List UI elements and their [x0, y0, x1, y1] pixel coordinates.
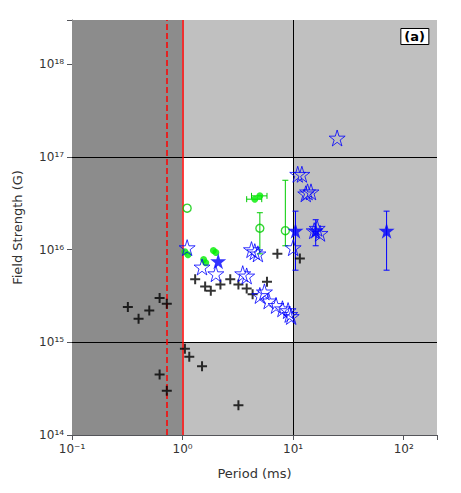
svg-text:10¹⁵: 10¹⁵ — [39, 335, 64, 349]
svg-text:10¹⁶: 10¹⁶ — [39, 243, 64, 257]
svg-text:10⁻¹: 10⁻¹ — [59, 442, 86, 456]
svg-text:10¹⁷: 10¹⁷ — [39, 150, 64, 164]
svg-text:10⁰: 10⁰ — [173, 442, 193, 456]
svg-text:Period (ms): Period (ms) — [217, 466, 291, 481]
svg-text:10²: 10² — [394, 442, 414, 456]
svg-text:Field Strength (G): Field Strength (G) — [10, 170, 25, 285]
svg-text:10¹⁴: 10¹⁴ — [39, 428, 64, 442]
svg-text:10¹: 10¹ — [283, 442, 303, 456]
svg-text:10¹⁸: 10¹⁸ — [39, 57, 64, 71]
svg-text:(a): (a) — [404, 29, 425, 44]
